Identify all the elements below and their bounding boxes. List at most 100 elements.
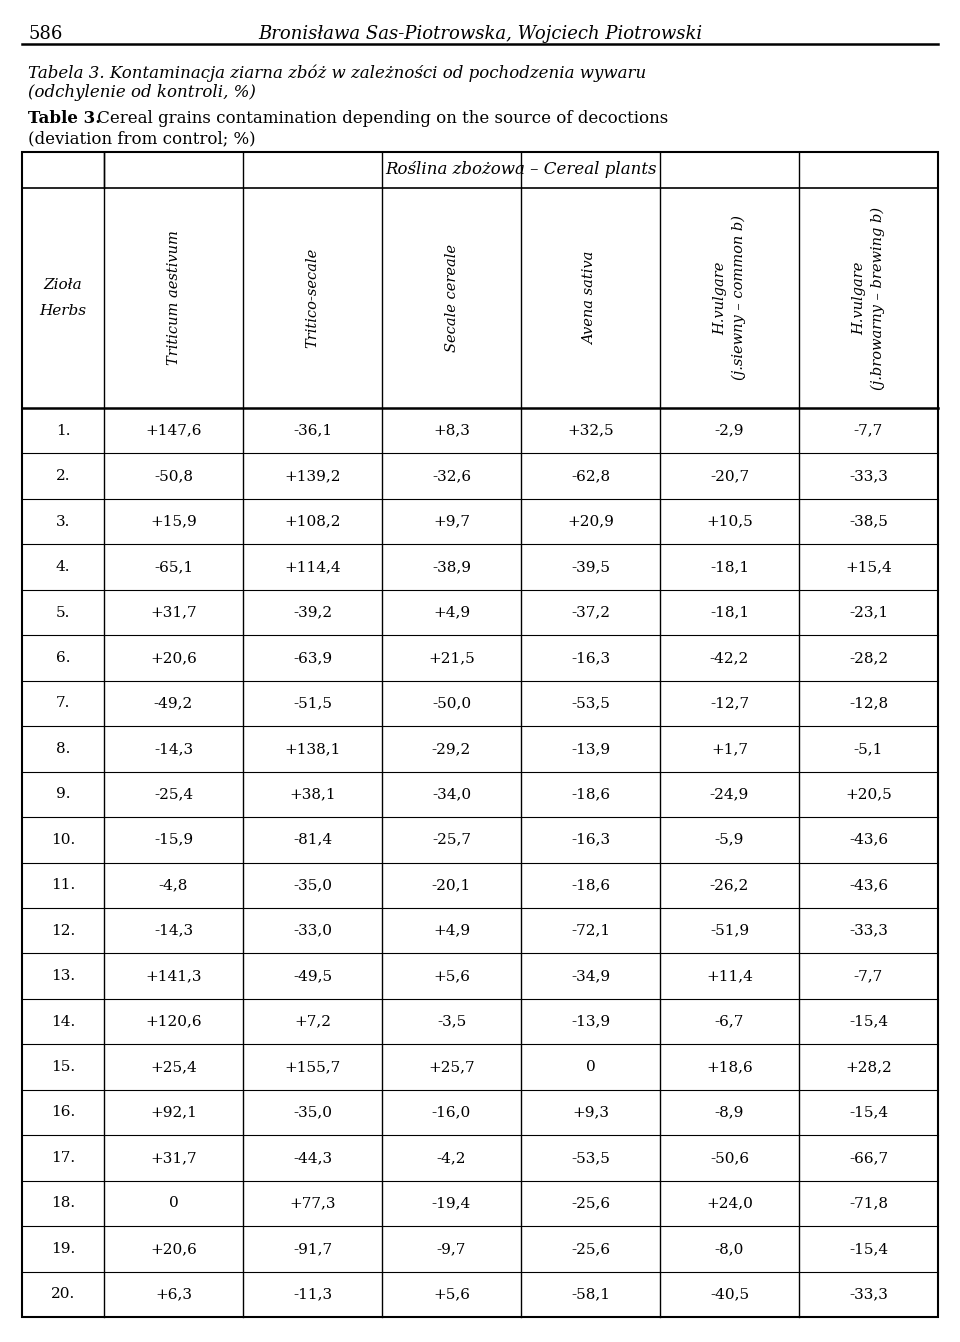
Text: +31,7: +31,7 [150, 605, 197, 620]
Text: -51,9: -51,9 [710, 923, 749, 938]
Text: -18,1: -18,1 [710, 560, 749, 574]
Text: -6,7: -6,7 [715, 1015, 744, 1028]
Text: +20,6: +20,6 [150, 651, 197, 666]
Text: +24,0: +24,0 [706, 1196, 753, 1210]
Text: 1.: 1. [56, 424, 70, 437]
Text: -33,3: -33,3 [849, 923, 888, 938]
Text: 18.: 18. [51, 1196, 75, 1210]
Text: -63,9: -63,9 [293, 651, 332, 666]
Text: -53,5: -53,5 [571, 696, 610, 710]
Text: +120,6: +120,6 [145, 1015, 202, 1028]
Text: -9,7: -9,7 [437, 1241, 467, 1256]
Text: Secale cereale: Secale cereale [444, 244, 459, 352]
Text: +6,3: +6,3 [155, 1287, 192, 1302]
Text: -14,3: -14,3 [154, 923, 193, 938]
Text: -38,9: -38,9 [432, 560, 471, 574]
Text: +5,6: +5,6 [433, 1287, 470, 1302]
Text: (deviation from control; %): (deviation from control; %) [28, 130, 255, 148]
Text: -29,2: -29,2 [432, 742, 471, 756]
Text: -51,5: -51,5 [293, 696, 332, 710]
Text: -34,0: -34,0 [432, 788, 471, 801]
Text: 12.: 12. [51, 923, 75, 938]
Text: +138,1: +138,1 [284, 742, 341, 756]
Text: +9,7: +9,7 [433, 514, 470, 529]
Text: -91,7: -91,7 [293, 1241, 332, 1256]
Text: +155,7: +155,7 [284, 1060, 341, 1074]
Text: -4,2: -4,2 [437, 1151, 467, 1165]
Text: -65,1: -65,1 [154, 560, 193, 574]
Text: 6.: 6. [56, 651, 70, 666]
Text: Triticum aestivum: Triticum aestivum [166, 231, 180, 365]
Text: -8,9: -8,9 [715, 1106, 744, 1119]
Text: +5,6: +5,6 [433, 969, 470, 984]
Text: -8,0: -8,0 [715, 1241, 744, 1256]
Text: -36,1: -36,1 [293, 424, 332, 437]
Text: +20,9: +20,9 [567, 514, 614, 529]
Text: -40,5: -40,5 [710, 1287, 749, 1302]
Text: -35,0: -35,0 [293, 878, 332, 892]
Text: +10,5: +10,5 [707, 514, 753, 529]
Text: -18,1: -18,1 [710, 605, 749, 620]
Text: 11.: 11. [51, 878, 75, 892]
Text: -38,5: -38,5 [849, 514, 888, 529]
Text: (odchylenie od kontroli, %): (odchylenie od kontroli, %) [28, 85, 256, 101]
Text: -3,5: -3,5 [437, 1015, 467, 1028]
Text: +139,2: +139,2 [284, 470, 341, 483]
Text: 19.: 19. [51, 1241, 75, 1256]
Text: 9.: 9. [56, 788, 70, 801]
Text: H.vulgare
(j.browarny – brewing b): H.vulgare (j.browarny – brewing b) [852, 207, 885, 389]
Text: -2,9: -2,9 [715, 424, 744, 437]
Text: -15,4: -15,4 [849, 1106, 888, 1119]
Text: 8.: 8. [56, 742, 70, 756]
Text: -62,8: -62,8 [571, 470, 610, 483]
Text: -25,7: -25,7 [432, 833, 471, 847]
Text: -44,3: -44,3 [293, 1151, 332, 1165]
Text: -53,5: -53,5 [571, 1151, 610, 1165]
Text: -7,7: -7,7 [853, 969, 883, 984]
Text: +8,3: +8,3 [433, 424, 470, 437]
Text: -13,9: -13,9 [571, 1015, 610, 1028]
Text: +9,3: +9,3 [572, 1106, 609, 1119]
Text: 16.: 16. [51, 1106, 75, 1119]
Text: +114,4: +114,4 [284, 560, 341, 574]
Text: -50,8: -50,8 [154, 470, 193, 483]
Text: -35,0: -35,0 [293, 1106, 332, 1119]
Text: +11,4: +11,4 [706, 969, 753, 984]
Text: +77,3: +77,3 [289, 1196, 336, 1210]
Text: 5.: 5. [56, 605, 70, 620]
Text: -11,3: -11,3 [293, 1287, 332, 1302]
Text: -33,3: -33,3 [849, 470, 888, 483]
Text: -16,3: -16,3 [571, 651, 610, 666]
Text: +21,5: +21,5 [428, 651, 475, 666]
Text: 4.: 4. [56, 560, 70, 574]
Text: 14.: 14. [51, 1015, 75, 1028]
Text: -25,4: -25,4 [154, 788, 193, 801]
Text: Avena sativa: Avena sativa [584, 251, 597, 345]
Text: -15,9: -15,9 [154, 833, 193, 847]
Text: -72,1: -72,1 [571, 923, 610, 938]
Text: -15,4: -15,4 [849, 1015, 888, 1028]
Text: 10.: 10. [51, 833, 75, 847]
Text: -16,3: -16,3 [571, 833, 610, 847]
Text: -49,2: -49,2 [154, 696, 193, 710]
Text: -42,2: -42,2 [709, 651, 749, 666]
Text: 13.: 13. [51, 969, 75, 984]
Text: +15,4: +15,4 [845, 560, 892, 574]
Text: -16,0: -16,0 [432, 1106, 471, 1119]
Text: -66,7: -66,7 [849, 1151, 888, 1165]
Text: -50,0: -50,0 [432, 696, 471, 710]
Text: -39,2: -39,2 [293, 605, 332, 620]
Text: 15.: 15. [51, 1060, 75, 1074]
Text: -7,7: -7,7 [853, 424, 883, 437]
Text: -5,1: -5,1 [853, 742, 883, 756]
Text: -13,9: -13,9 [571, 742, 610, 756]
Text: 7.: 7. [56, 696, 70, 710]
Text: +108,2: +108,2 [284, 514, 341, 529]
Text: 17.: 17. [51, 1151, 75, 1165]
Text: -14,3: -14,3 [154, 742, 193, 756]
Text: Tabela 3. Kontaminacja ziarna zbóż w zależności od pochodzenia wywaru: Tabela 3. Kontaminacja ziarna zbóż w zal… [28, 64, 646, 82]
Text: -12,7: -12,7 [710, 696, 749, 710]
Text: +141,3: +141,3 [145, 969, 202, 984]
Text: +32,5: +32,5 [567, 424, 613, 437]
Text: -19,4: -19,4 [432, 1196, 471, 1210]
